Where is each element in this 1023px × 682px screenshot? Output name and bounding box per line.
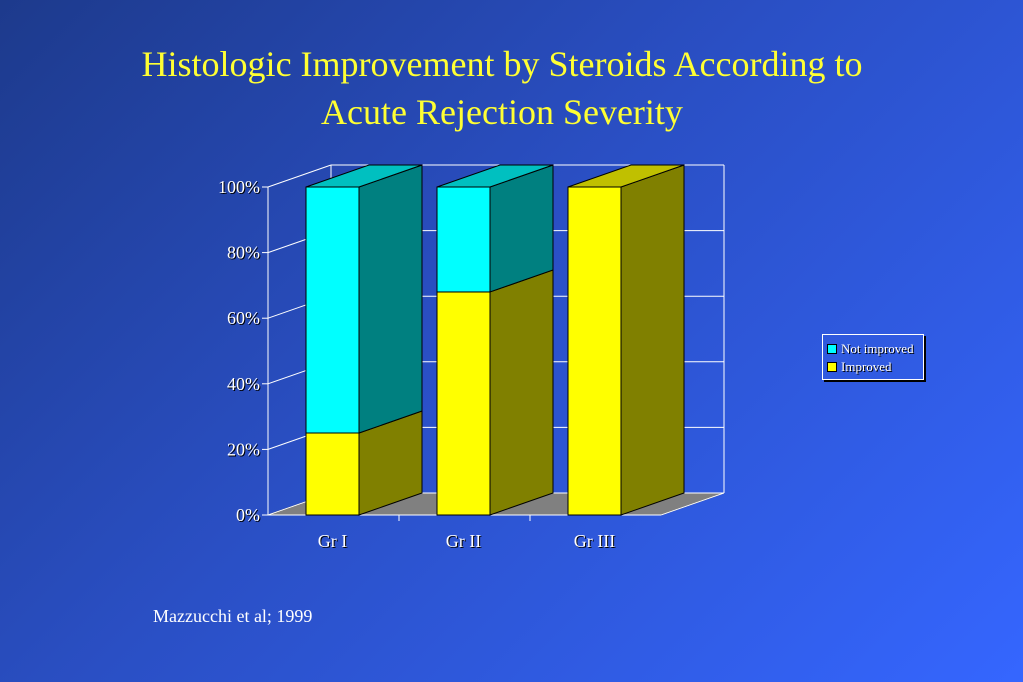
title-line-2: Acute Rejection Severity <box>321 92 683 132</box>
y-tick-label-shadow: 40% <box>228 375 261 395</box>
y-tick-label: 0% <box>236 505 260 525</box>
bar-top <box>436 164 554 188</box>
y-tick-label-shadow: 80% <box>228 244 261 264</box>
legend-label-not-improved: Not improved <box>841 341 914 356</box>
chart-legend: Not improved Improved <box>822 334 924 380</box>
x-tick-label: Gr I <box>318 531 348 551</box>
legend-label-improved: Improved <box>841 359 892 374</box>
slide-title: Histologic Improvement by Steroids Accor… <box>0 40 1004 136</box>
legend-swatch-improved <box>827 362 837 372</box>
floor-right-edge <box>660 492 725 516</box>
y-tick-label: 100% <box>218 177 260 197</box>
bar-side-improved <box>620 164 685 516</box>
x-tick-label-shadow: Gr I <box>319 532 349 552</box>
bar-not-improved <box>436 186 491 293</box>
y-tick-label: 20% <box>227 439 260 459</box>
bar-side-not-improved <box>358 164 423 434</box>
x-tick-label: Gr II <box>446 531 481 551</box>
x-tick-label: Gr III <box>574 531 615 551</box>
y-tick-label: 40% <box>227 374 260 394</box>
bar-improved <box>305 432 360 516</box>
y-tick-label: 80% <box>227 243 260 263</box>
x-tick-label-shadow: Gr II <box>447 532 482 552</box>
legend-swatch-not-improved <box>827 344 837 354</box>
y-tick-label-shadow: 100% <box>219 178 261 198</box>
y-tick-label-shadow: 20% <box>228 440 261 460</box>
side-gridline <box>267 164 332 188</box>
y-tick-label: 60% <box>227 308 260 328</box>
citation: Mazzucchi et al; 1999 <box>153 606 313 626</box>
bar-improved <box>436 291 491 516</box>
x-tick-label-shadow: Gr III <box>575 532 616 552</box>
legend-item-not-improved: Not improved <box>827 340 919 358</box>
legend-item-improved: Improved <box>827 358 919 376</box>
bar-not-improved <box>305 186 360 434</box>
title-line-1: Histologic Improvement by Steroids Accor… <box>141 44 863 84</box>
bar-top <box>567 164 685 188</box>
bar-improved <box>567 186 622 516</box>
bar-side-improved <box>489 269 554 516</box>
y-tick-label-shadow: 60% <box>228 309 261 329</box>
bar-top <box>305 164 423 188</box>
y-tick-label-shadow: 0% <box>237 506 261 526</box>
